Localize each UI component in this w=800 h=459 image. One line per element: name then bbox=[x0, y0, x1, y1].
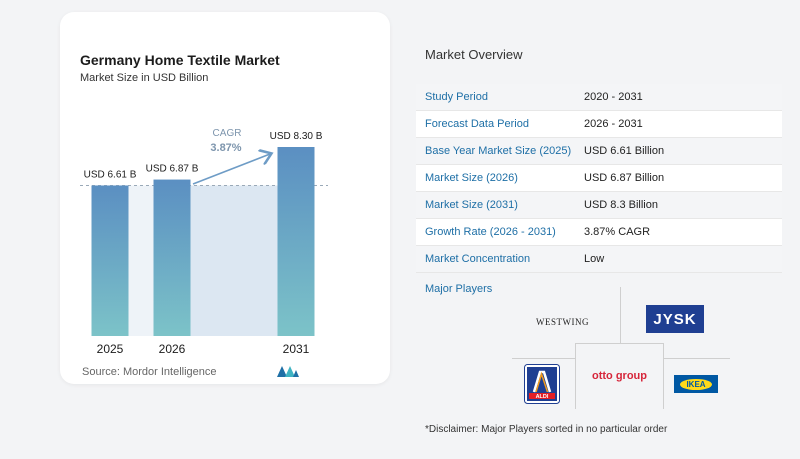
bar-2026 bbox=[153, 179, 191, 336]
divider bbox=[575, 343, 663, 344]
table-row: Market Concentration Low bbox=[416, 246, 782, 273]
jysk-logo-text: JYSK bbox=[653, 310, 697, 328]
cagr-value: 3.87% bbox=[210, 142, 241, 154]
aldi-logo-text: ALDI bbox=[536, 394, 549, 400]
table-row: Market Size (2031) USD 8.3 Billion bbox=[416, 192, 782, 219]
row-label: Base Year Market Size (2025) bbox=[425, 145, 572, 157]
bar-2031 bbox=[277, 147, 315, 336]
aldi-logo-icon: ALDI bbox=[524, 364, 560, 404]
row-label: Market Concentration bbox=[425, 253, 531, 265]
row-label: Market Size (2026) bbox=[425, 172, 518, 184]
disclaimer: *Disclaimer: Major Players sorted in no … bbox=[425, 424, 668, 435]
cagr-label: CAGR bbox=[213, 128, 242, 139]
row-label: Forecast Data Period bbox=[425, 118, 529, 130]
divider bbox=[663, 343, 664, 409]
x-tick-label: 2026 bbox=[159, 342, 186, 356]
data-label: USD 6.87 B bbox=[146, 164, 199, 175]
table-row: Base Year Market Size (2025) USD 6.61 Bi… bbox=[416, 138, 782, 165]
chart-title: Germany Home Textile Market bbox=[80, 52, 280, 68]
westwing-logo: WESTWING bbox=[536, 317, 589, 327]
divider bbox=[575, 343, 576, 409]
otto-group-logo: otto group bbox=[592, 370, 647, 382]
chart-subtitle: Market Size in USD Billion bbox=[80, 72, 209, 84]
x-tick-label: 2025 bbox=[97, 342, 124, 356]
row-value: Low bbox=[584, 253, 605, 265]
overview-title: Market Overview bbox=[425, 47, 523, 62]
divider bbox=[512, 358, 575, 359]
mordor-logo-icon bbox=[277, 366, 299, 377]
row-value: USD 8.3 Billion bbox=[584, 199, 658, 211]
row-label: Market Size (2031) bbox=[425, 199, 518, 211]
row-value: 3.87% CAGR bbox=[584, 226, 651, 238]
highlight-band bbox=[128, 185, 154, 336]
bar-2025 bbox=[91, 185, 129, 336]
row-value: USD 6.87 Billion bbox=[584, 172, 665, 184]
divider bbox=[663, 358, 730, 359]
table-row: Study Period 2020 - 2031 bbox=[416, 84, 782, 111]
data-label: USD 8.30 B bbox=[270, 131, 323, 142]
row-value: 2026 - 2031 bbox=[584, 118, 643, 130]
row-value: 2020 - 2031 bbox=[584, 91, 643, 103]
cagr-arrow bbox=[192, 154, 270, 185]
chart-card: Germany Home Textile Market Market Size … bbox=[60, 12, 390, 384]
table-row: Growth Rate (2026 - 2031) 3.87% CAGR bbox=[416, 219, 782, 246]
bar-chart: USD 6.61 B 2025 USD 6.87 B 2026 USD 8.30 B 20… bbox=[80, 128, 328, 356]
jysk-logo: JYSK bbox=[646, 305, 704, 333]
ikea-logo-text: IKEA bbox=[680, 378, 712, 390]
row-label: Growth Rate (2026 - 2031) bbox=[425, 226, 556, 238]
data-label: USD 6.61 B bbox=[84, 169, 137, 180]
row-label: Study Period bbox=[425, 91, 488, 103]
ikea-logo: IKEA bbox=[674, 375, 718, 393]
divider bbox=[620, 287, 621, 343]
highlight-band bbox=[190, 185, 278, 336]
row-value: USD 6.61 Billion bbox=[584, 145, 665, 157]
table-row: Market Size (2026) USD 6.87 Billion bbox=[416, 165, 782, 192]
overview-table: Study Period 2020 - 2031 Forecast Data P… bbox=[416, 84, 782, 273]
source-text: Source: Mordor Intelligence bbox=[82, 366, 217, 378]
major-players-title: Major Players bbox=[425, 283, 493, 295]
table-row: Forecast Data Period 2026 - 2031 bbox=[416, 111, 782, 138]
x-tick-label: 2031 bbox=[283, 342, 310, 356]
